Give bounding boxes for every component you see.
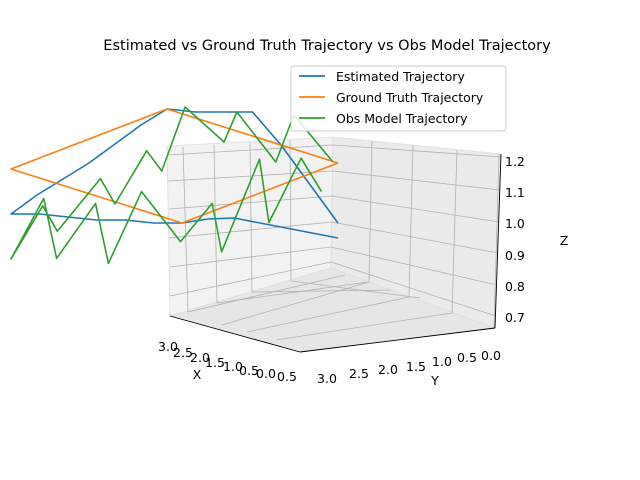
z-tick-label: 1.1 [505, 185, 525, 200]
x-tick-label: 0.0 [256, 366, 276, 381]
series-layer [10, 106, 339, 265]
x-axis-label: X [193, 367, 202, 382]
y-tick-label: 2.5 [349, 366, 369, 381]
series-line-estimated-trajectory [10, 108, 339, 239]
x-tick-label: 0.5 [239, 363, 259, 378]
legend-label: Ground Truth Trajectory [336, 90, 484, 105]
y-ticks: 3.0 2.5 2.0 1.5 1.0 0.5 0.0 [317, 348, 501, 386]
z-tick-label: 0.7 [505, 310, 525, 325]
y-tick-label: 2.0 [378, 362, 398, 377]
y-tick-label: 0.0 [481, 348, 501, 363]
x-tick-label: 1.0 [223, 359, 243, 374]
z-tick-label: 0.8 [505, 279, 525, 294]
x-ticks: 3.0 2.5 2.0 1.5 1.0 0.5 0.0 0.5 [158, 339, 297, 384]
x-tick-label: 2.0 [190, 350, 210, 365]
grid-lines [167, 139, 502, 341]
y-axis-label: Y [430, 373, 439, 388]
series-line-obs-model-trajectory [10, 106, 333, 265]
axis-lines [169, 153, 502, 353]
series-line-ground-truth-trajectory [10, 108, 339, 224]
legend: Estimated Trajectory Ground Truth Trajec… [290, 65, 507, 132]
z-ticks: 0.7 0.8 0.9 1.0 1.1 1.2 [505, 154, 525, 325]
x-tick-label: 0.5 [277, 369, 297, 384]
legend-box [290, 65, 507, 132]
legend-label: Obs Model Trajectory [336, 111, 468, 126]
y-tick-label: 0.5 [457, 350, 477, 365]
z-axis-label: Z [560, 233, 569, 248]
x-tick-label: 1.5 [205, 355, 225, 370]
z-tick-label: 1.0 [505, 216, 525, 231]
x-tick-label: 2.5 [173, 345, 193, 360]
z-tick-label: 1.2 [505, 154, 525, 169]
chart-title: Estimated vs Ground Truth Trajectory vs … [103, 38, 551, 54]
legend-label: Estimated Trajectory [336, 69, 465, 84]
z-tick-label: 0.9 [505, 248, 525, 263]
y-tick-label: 1.5 [406, 359, 426, 374]
y-tick-label: 1.0 [432, 354, 452, 369]
x-tick-label: 3.0 [158, 339, 178, 354]
y-tick-label: 3.0 [317, 371, 337, 386]
